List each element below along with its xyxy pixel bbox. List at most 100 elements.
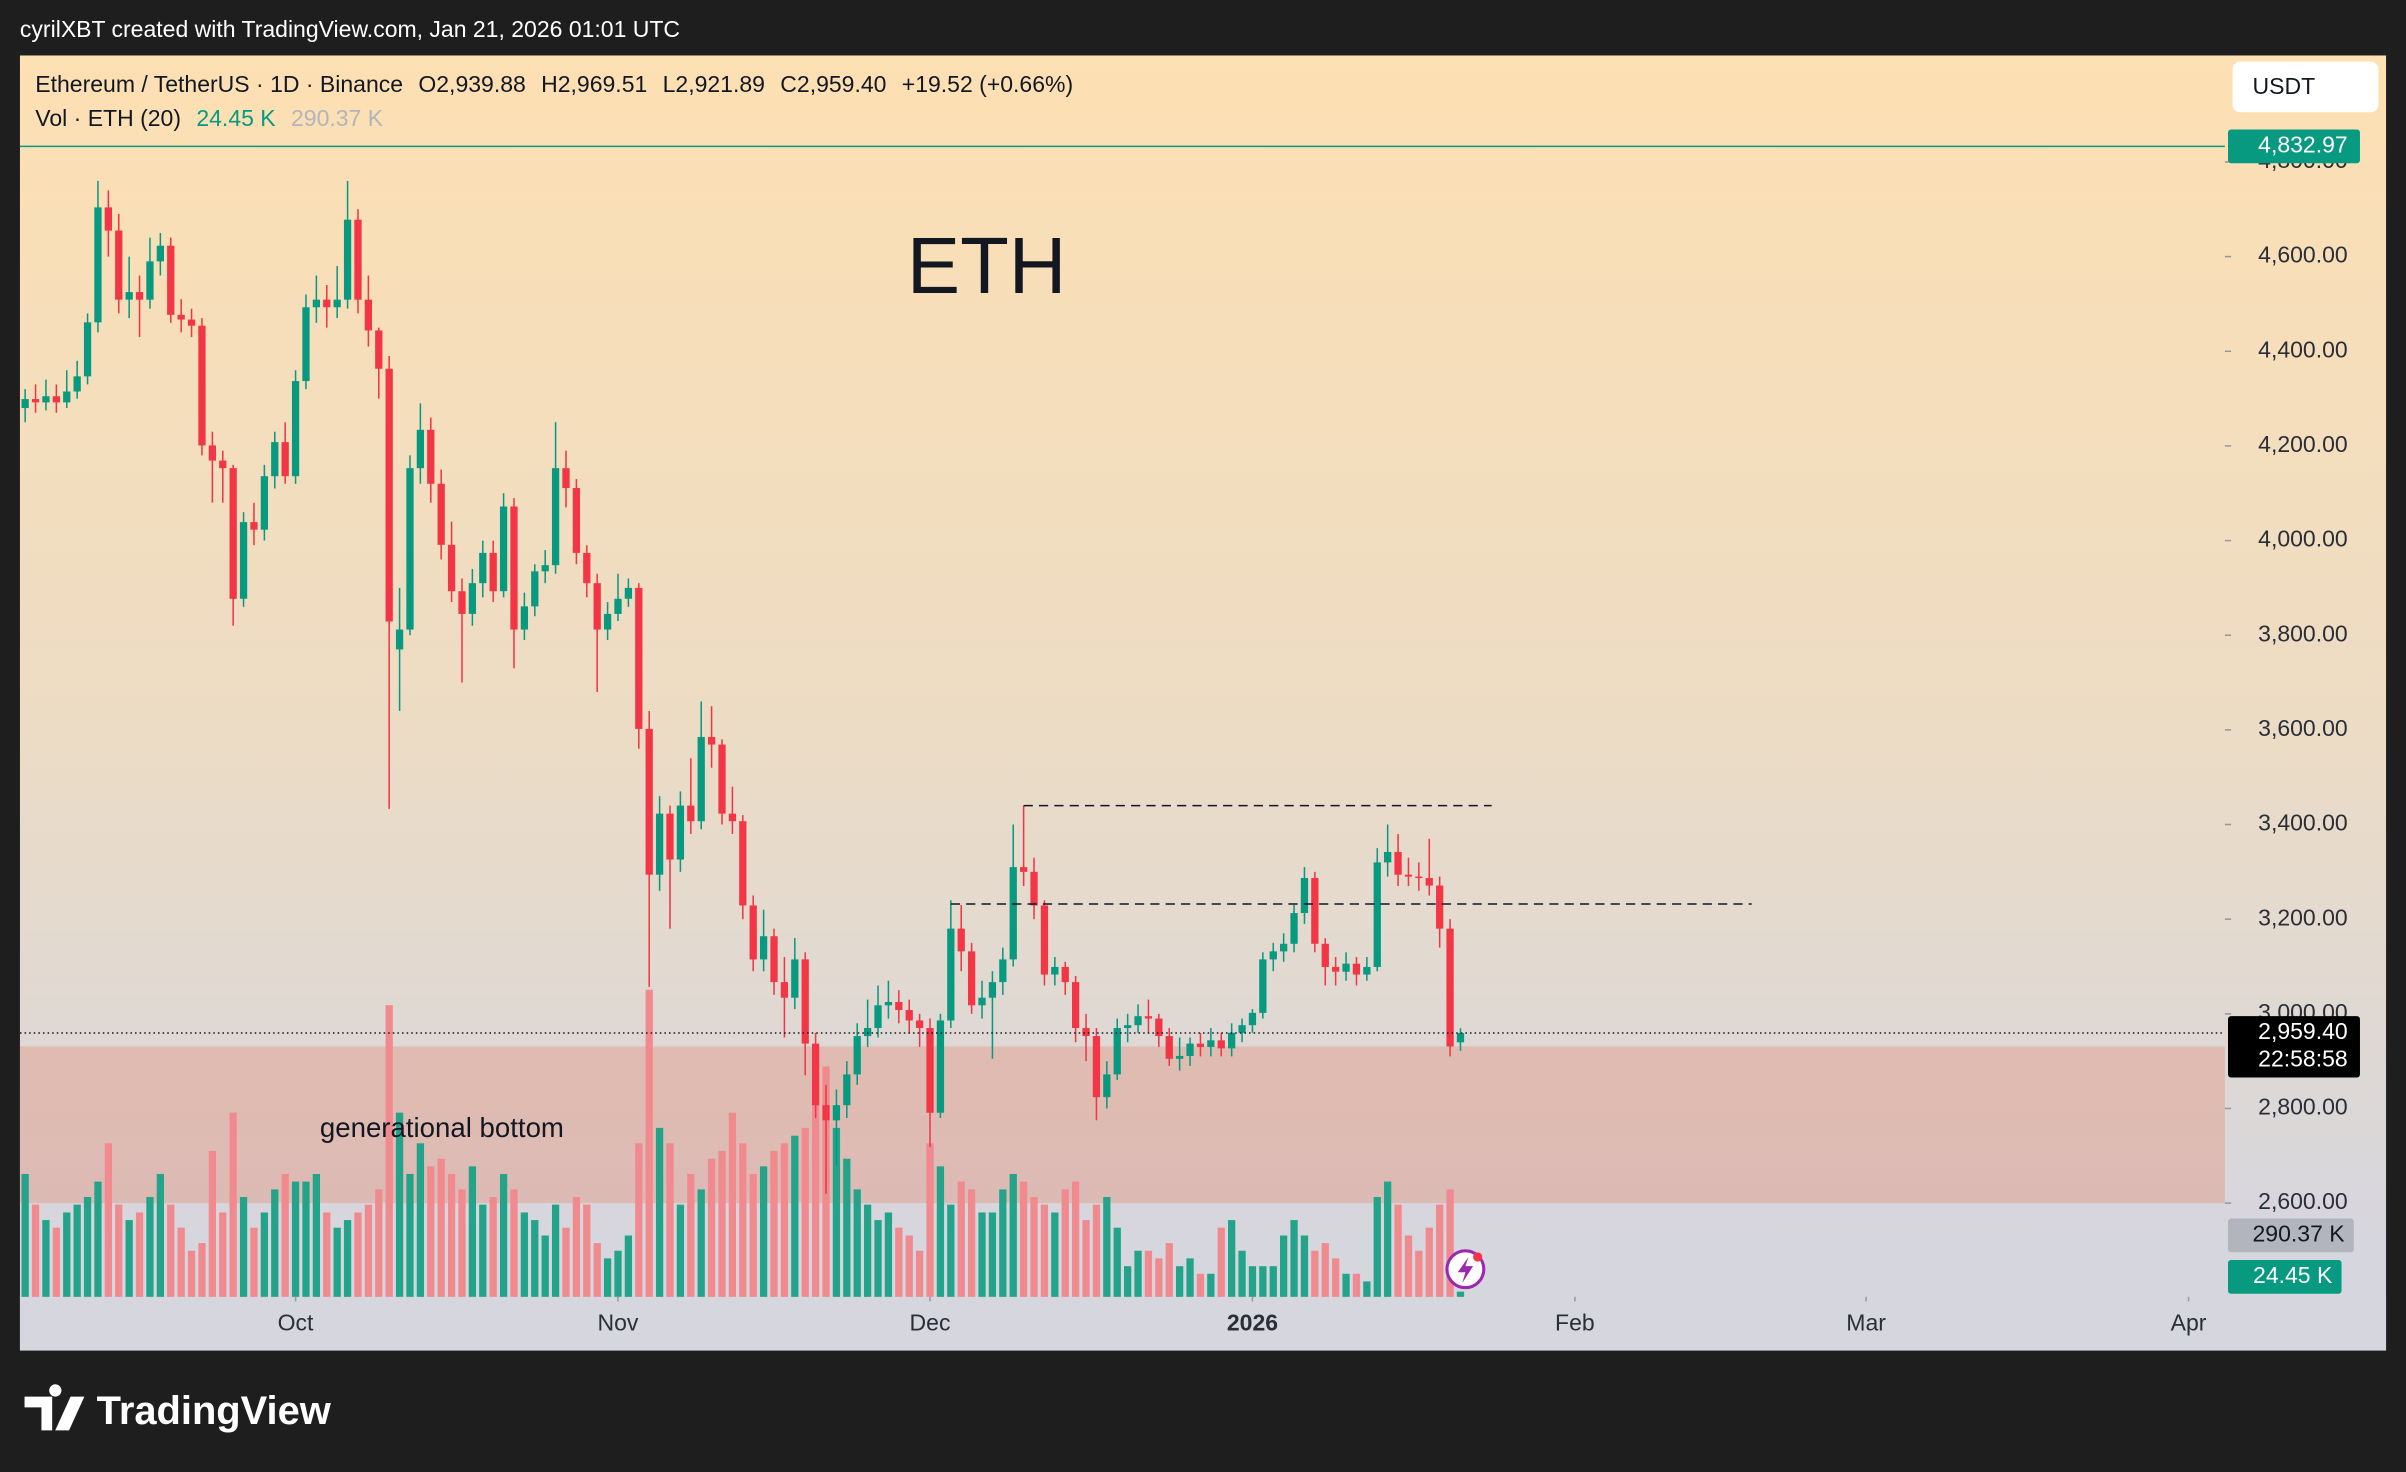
volume-bar [905, 1235, 913, 1297]
candle-body [343, 219, 352, 300]
volume-bar [187, 1250, 196, 1297]
volume-bar [1425, 1227, 1433, 1297]
change: +19.52 (+0.66%) [902, 71, 1073, 97]
volume-bar [135, 1212, 144, 1297]
candle-body [468, 583, 477, 614]
candle-body [520, 606, 529, 630]
candle-body [42, 396, 50, 403]
volume-bar [395, 1112, 404, 1297]
plot: 2,600.002,800.003,000.003,200.003,400.00… [19, 129, 2360, 1336]
open: O2,939.88 [418, 71, 525, 97]
candle-body [780, 982, 789, 998]
candle-body [219, 460, 227, 469]
volume-current-label: 24.45 K [2253, 1262, 2333, 1288]
y-tick-label: 4,200.00 [2258, 431, 2348, 457]
volume-bar [988, 1212, 997, 1297]
volume-bar [1259, 1266, 1267, 1297]
x-tick-label: 2026 [1227, 1310, 1278, 1336]
volume-bar [1280, 1235, 1288, 1297]
candle-body [1196, 1043, 1205, 1047]
candle-body [1446, 928, 1454, 1047]
volume-current: 24.45 K [196, 105, 276, 131]
volume-bar [83, 1197, 92, 1297]
candle-body [499, 506, 508, 592]
volume-bar [31, 1204, 40, 1297]
volume-bar [437, 1158, 445, 1297]
candle-body [624, 587, 633, 599]
candle-body [385, 368, 393, 622]
candle-body [676, 805, 685, 860]
volume-bar [208, 1150, 217, 1297]
candle-body [1404, 874, 1413, 877]
volume-bar [853, 1189, 861, 1297]
volume-bar [198, 1243, 206, 1297]
candle-body [1415, 876, 1423, 879]
candle-body [1155, 1018, 1163, 1037]
candle-body [146, 261, 154, 300]
candle-body [1061, 966, 1069, 983]
candle-body [1384, 851, 1392, 863]
volume-bar [624, 1235, 633, 1297]
candle-body [1176, 1055, 1184, 1059]
volume-bar [1238, 1250, 1246, 1297]
candle-body [863, 1028, 872, 1037]
candle-body [1082, 1028, 1090, 1037]
candle-body [187, 319, 196, 326]
candle-body [489, 552, 497, 592]
time-axis [19, 1296, 2387, 1351]
volume-bar [1186, 1258, 1194, 1297]
currency-button[interactable] [2232, 61, 2379, 113]
candle-body [905, 1010, 913, 1021]
candle-body [1259, 959, 1267, 1013]
volume-bar [936, 1166, 945, 1297]
volume-bar [146, 1197, 154, 1297]
candle-body [1009, 867, 1017, 960]
volume-bar [791, 1135, 799, 1297]
volume-bar [1082, 1220, 1090, 1297]
volume-bar [302, 1181, 310, 1297]
volume-bar [479, 1204, 487, 1297]
candle-body [1363, 966, 1371, 975]
candle-body [104, 207, 112, 231]
volume-bar [1300, 1235, 1309, 1297]
candle-body [593, 583, 601, 630]
volume-ma: 290.37 K [291, 105, 384, 131]
candle-body [531, 571, 539, 607]
candle-body [541, 565, 549, 572]
candle-body [427, 429, 435, 484]
candle-body [1051, 966, 1059, 975]
volume-bar [219, 1212, 227, 1297]
countdown: 22:58:58 [2258, 1046, 2348, 1072]
candle-body [1134, 1016, 1142, 1026]
candle-body [697, 736, 705, 822]
candle-body [853, 1036, 861, 1075]
volume-bar [884, 1212, 893, 1297]
volume-bar [1165, 1243, 1173, 1297]
volume-bar [364, 1204, 373, 1297]
candle-body [895, 1001, 903, 1011]
volume-bar [343, 1220, 352, 1297]
y-tick-label: 3,200.00 [2258, 904, 2348, 930]
volume-bar [1415, 1250, 1423, 1297]
volume-bar [1332, 1258, 1340, 1297]
candle-body [655, 813, 664, 875]
volume-bar [239, 1197, 248, 1297]
x-tick-label: Mar [1846, 1310, 1886, 1336]
volume-title: Vol · ETH (20) [35, 105, 181, 131]
volume-bar [551, 1204, 560, 1297]
candle-body [603, 613, 612, 630]
candle-body [63, 391, 71, 403]
currency[interactable]: USDT [2253, 73, 2316, 99]
price-line-tag [2228, 129, 2360, 164]
volume-bar [1071, 1181, 1080, 1297]
candle-body [1436, 885, 1444, 929]
candle-body [94, 207, 102, 323]
volume-bar [718, 1150, 726, 1297]
volume-bar [957, 1181, 965, 1297]
candle-body [1290, 913, 1298, 944]
candle-body [1071, 982, 1080, 1029]
volume-bar [739, 1143, 747, 1297]
candle-body [364, 299, 373, 331]
candle-body [759, 936, 768, 960]
